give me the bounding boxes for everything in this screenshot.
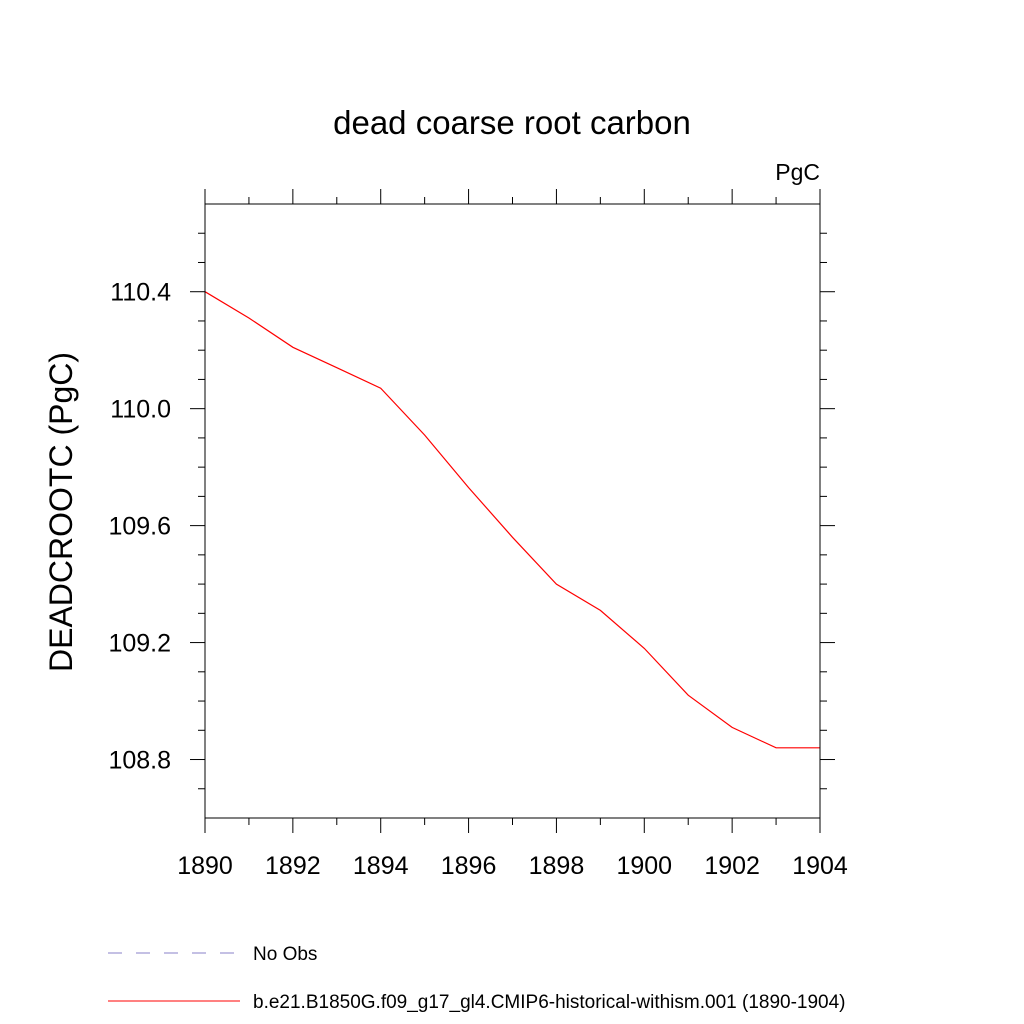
x-tick-label: 1890 [177, 852, 233, 880]
x-tick-label: 1894 [353, 852, 409, 880]
x-tick-label: 1904 [792, 852, 848, 880]
x-tick-label: 1896 [441, 852, 497, 880]
y-tick-label: 110.0 [110, 396, 171, 424]
x-tick-label: 1892 [265, 852, 321, 880]
x-tick-label: 1902 [704, 852, 760, 880]
y-tick-label: 108.8 [108, 747, 171, 775]
plot-frame [204, 203, 821, 819]
tick-marks [190, 189, 835, 833]
series-line [204, 291, 820, 749]
y-tick-label: 109.2 [108, 630, 171, 658]
y-tick-label: 109.6 [108, 513, 171, 541]
x-tick-label: 1900 [616, 852, 672, 880]
chart-title: dead coarse root carbon [333, 104, 691, 141]
units-label: PgC [775, 159, 820, 185]
y-tick-label: 110.4 [110, 279, 171, 307]
legend-label: No Obs [253, 944, 317, 965]
series-group [204, 291, 820, 749]
tick-labels: 1890 1892 1894 1896 1898 1900 1902 1904 108.8 109… [108, 279, 847, 880]
y-axis-label: DEADCROOTC (PgC) [43, 352, 79, 672]
legend-label: b.e21.B1850G.f09_g17_gl4.CMIP6-historica… [253, 992, 846, 1013]
legend: No Obs b.e21.B1850G.f09_g17_gl4.CMIP6-his… [108, 944, 846, 1013]
x-tick-label: 1898 [529, 852, 585, 880]
